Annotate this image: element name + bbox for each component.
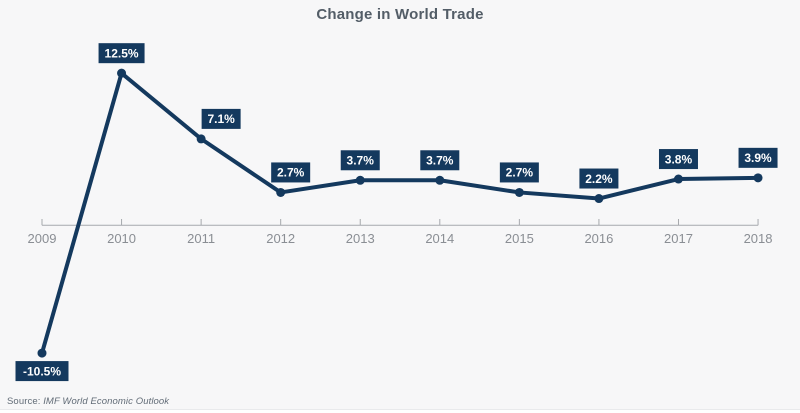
bottom-strip <box>0 409 800 413</box>
data-point <box>514 187 524 197</box>
data-label-box <box>658 149 698 170</box>
data-label-box <box>15 361 69 382</box>
data-label-box <box>340 150 380 171</box>
x-axis-label: 2014 <box>425 231 454 246</box>
x-axis-label: 2013 <box>346 231 375 246</box>
data-point <box>117 68 127 78</box>
data-label-text: 2.7% <box>506 166 534 180</box>
data-label-box <box>579 168 619 189</box>
data-label-text: 3.9% <box>744 151 772 165</box>
data-label-text: 3.7% <box>347 154 375 168</box>
data-point <box>196 134 206 144</box>
data-label-box <box>738 147 778 168</box>
data-label-box <box>98 43 145 64</box>
x-axis-label: 2015 <box>505 231 534 246</box>
data-point <box>435 175 445 185</box>
data-label-box <box>201 108 241 129</box>
data-label-text: 3.7% <box>426 154 454 168</box>
data-point <box>594 194 604 204</box>
source-prefix: Source: <box>7 396 44 407</box>
data-label-text: -10.5% <box>23 364 61 378</box>
data-label-box <box>499 162 539 183</box>
data-label-text: 7.1% <box>207 112 235 126</box>
data-point <box>673 174 683 184</box>
x-axis-label: 2009 <box>28 231 57 246</box>
data-label-text: 3.8% <box>665 152 693 166</box>
chart-title: Change in World Trade <box>316 6 484 23</box>
x-axis-label: 2018 <box>744 231 773 246</box>
data-label-text: 2.2% <box>585 172 613 186</box>
trade-line <box>40 71 761 356</box>
x-axis-label: 2010 <box>107 231 136 246</box>
data-point <box>37 348 47 358</box>
data-point <box>753 173 763 183</box>
data-point <box>276 187 286 197</box>
x-axis-label: 2012 <box>266 231 295 246</box>
data-label-text: 12.5% <box>105 46 139 60</box>
data-label-box <box>420 150 460 171</box>
data-label-box <box>271 162 311 183</box>
source-text: IMF World Economic Outlook <box>43 396 170 407</box>
x-axis-label: 2016 <box>584 231 613 246</box>
x-axis-label: 2011 <box>187 231 215 246</box>
x-axis-label: 2017 <box>664 231 693 246</box>
data-point <box>355 175 365 185</box>
data-label-text: 2.7% <box>277 166 305 180</box>
source-note: Source: IMF World Economic Outlook <box>7 396 169 407</box>
